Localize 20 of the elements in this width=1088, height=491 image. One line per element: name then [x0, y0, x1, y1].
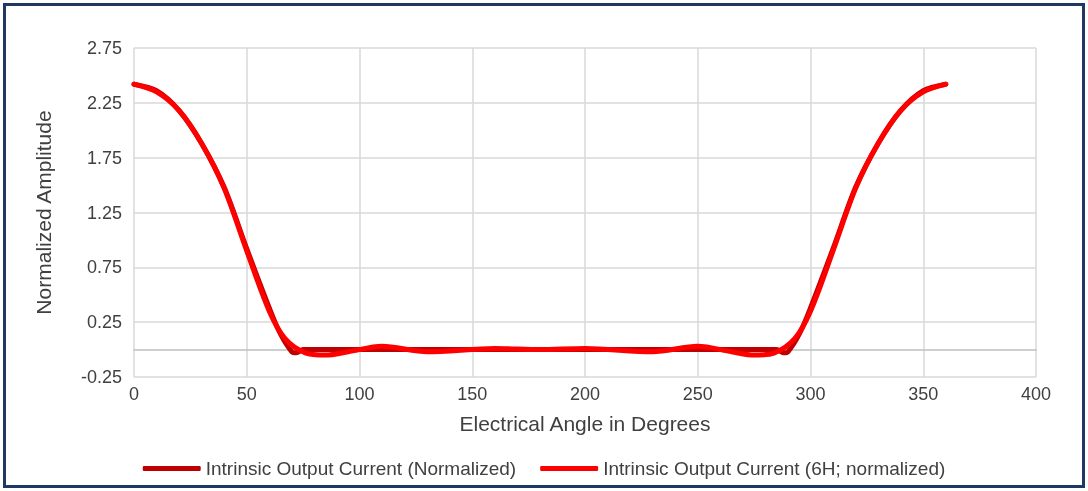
- y-tick-label: -0.25: [80, 367, 122, 387]
- y-tick-label: 0.25: [86, 312, 122, 333]
- x-tick-label: 0: [128, 384, 140, 404]
- x-tick-label: 50: [236, 384, 257, 404]
- x-tick-label: 400: [1020, 384, 1052, 404]
- y-axis-title: Normalized Amplitude: [32, 110, 55, 315]
- x-tick-label: 300: [795, 384, 826, 404]
- x-tick-label: 350: [908, 384, 939, 404]
- x-axis-title: Electrical Angle in Degrees: [459, 412, 711, 435]
- y-tick-label: 1.25: [86, 202, 122, 223]
- y-tick-label: 2.25: [86, 92, 122, 113]
- x-tick-label: 250: [682, 384, 713, 404]
- legend-label: Intrinsic Output Current (6H; normalized): [603, 458, 946, 479]
- x-tick-label: 150: [457, 384, 488, 404]
- legend-label: Intrinsic Output Current (Normalized): [205, 458, 517, 479]
- x-tick-label: 200: [569, 384, 601, 404]
- x-tick-label: 100: [344, 384, 375, 404]
- y-tick-label: 2.75: [86, 38, 122, 58]
- y-tick-label: 0.75: [86, 257, 122, 278]
- y-tick-label: 1.75: [86, 147, 122, 168]
